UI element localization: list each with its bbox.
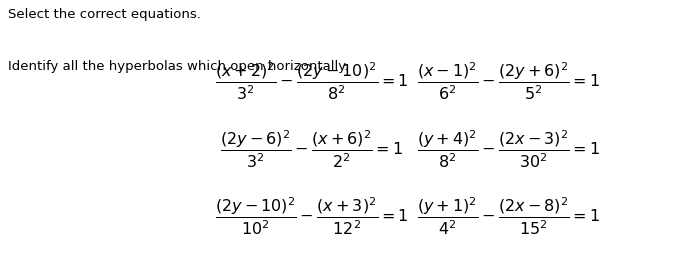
Text: Select the correct equations.: Select the correct equations.	[8, 8, 201, 21]
Text: $\dfrac{(2y - 6)^2}{3^2} - \dfrac{(x + 6)^2}{2^2} = 1$: $\dfrac{(2y - 6)^2}{3^2} - \dfrac{(x + 6…	[220, 128, 403, 170]
Text: $\dfrac{(2y - 10)^2}{10^2} - \dfrac{(x + 3)^2}{12^2} = 1$: $\dfrac{(2y - 10)^2}{10^2} - \dfrac{(x +…	[215, 196, 409, 237]
Text: $\dfrac{(y + 4)^2}{8^2} - \dfrac{(2x - 3)^2}{30^2} = 1$: $\dfrac{(y + 4)^2}{8^2} - \dfrac{(2x - 3…	[417, 128, 600, 170]
Text: Identify all the hyperbolas which open horizontally.: Identify all the hyperbolas which open h…	[8, 60, 348, 73]
Text: $\dfrac{(x + 2)^2}{3^2} - \dfrac{(2y - 10)^2}{8^2} = 1$: $\dfrac{(x + 2)^2}{3^2} - \dfrac{(2y - 1…	[215, 61, 409, 102]
Text: $\dfrac{(y + 1)^2}{4^2} - \dfrac{(2x - 8)^2}{15^2} = 1$: $\dfrac{(y + 1)^2}{4^2} - \dfrac{(2x - 8…	[417, 196, 600, 237]
Text: $\dfrac{(x - 1)^2}{6^2} - \dfrac{(2y + 6)^2}{5^2} = 1$: $\dfrac{(x - 1)^2}{6^2} - \dfrac{(2y + 6…	[417, 61, 600, 102]
